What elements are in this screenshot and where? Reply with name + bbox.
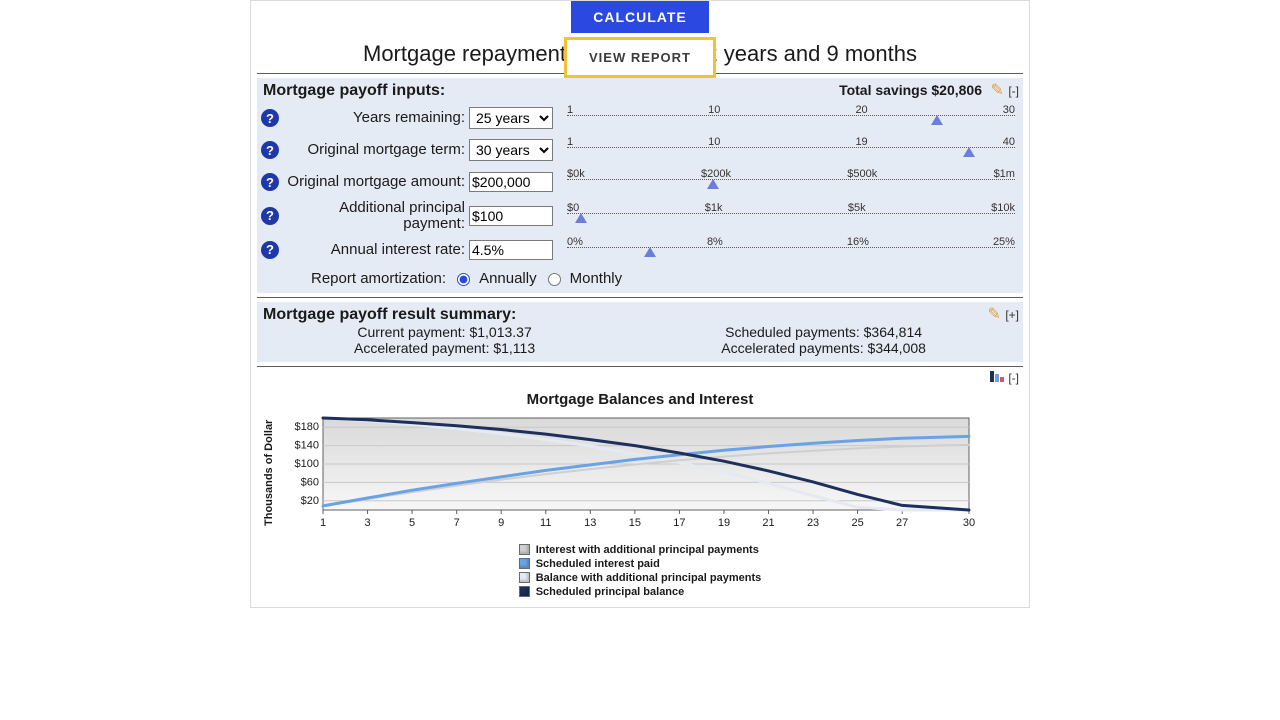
accel-payment: Accelerated payment: $1,113 — [354, 340, 535, 356]
slider-thumb[interactable] — [707, 179, 719, 189]
input-label: Years remaining: — [287, 110, 465, 126]
additional-slider[interactable]: $0$1k$5k$10k — [563, 202, 1019, 230]
inputs-panel: Mortgage payoff inputs: Total savings $2… — [257, 78, 1023, 293]
scheduled-payments: Scheduled payments: $364,814 — [721, 324, 926, 340]
accelerated-payments: Accelerated payments: $344,008 — [721, 340, 926, 356]
additional-input[interactable] — [469, 206, 553, 226]
help-icon[interactable]: ? — [261, 173, 279, 191]
rate-slider[interactable]: 0%8%16%25% — [563, 236, 1019, 264]
edit-icon[interactable]: ✎ — [990, 82, 1003, 99]
legend-item: Scheduled principal balance — [519, 586, 685, 598]
current-payment: Current payment: $1,013.37 — [354, 324, 535, 340]
chart-mini-legend-icon[interactable] — [990, 371, 1004, 385]
svg-text:27: 27 — [896, 517, 908, 529]
svg-text:3: 3 — [364, 517, 370, 529]
input-label: Annual interest rate: — [287, 242, 465, 258]
rate-input[interactable] — [469, 240, 553, 260]
help-icon[interactable]: ? — [261, 207, 279, 225]
chart-ylabel: Thousands of Dollar — [261, 410, 277, 535]
svg-text:30: 30 — [963, 517, 975, 529]
chart-title: Mortgage Balances and Interest — [251, 391, 1029, 408]
help-icon[interactable]: ? — [261, 241, 279, 259]
svg-text:9: 9 — [498, 517, 504, 529]
expand-toggle[interactable]: [+] — [1005, 308, 1019, 322]
original_amount-slider[interactable]: $0k$200k$500k$1m — [563, 168, 1019, 196]
help-icon[interactable]: ? — [261, 141, 279, 159]
slider-thumb[interactable] — [963, 147, 975, 157]
years_remaining-select[interactable]: 25 years — [469, 107, 553, 129]
view-report-button[interactable]: VIEW REPORT — [564, 37, 716, 78]
slider-thumb[interactable] — [644, 247, 656, 257]
svg-text:$20: $20 — [301, 494, 319, 506]
svg-text:17: 17 — [673, 517, 685, 529]
summary-panel: Mortgage payoff result summary: ✎ [+] Cu… — [257, 302, 1023, 362]
legend-item: Scheduled interest paid — [519, 558, 660, 570]
svg-text:19: 19 — [718, 517, 730, 529]
divider — [257, 297, 1023, 298]
collapse-toggle[interactable]: [-] — [1008, 84, 1019, 98]
svg-text:21: 21 — [762, 517, 774, 529]
legend-item: Balance with additional principal paymen… — [519, 572, 762, 584]
input-label: Additional principal payment: — [287, 200, 465, 232]
edit-icon[interactable]: ✎ — [987, 306, 1000, 323]
svg-text:15: 15 — [629, 517, 641, 529]
total-savings: Total savings $20,806 — [839, 82, 982, 98]
inputs-heading: Mortgage payoff inputs: — [261, 80, 445, 100]
amort-annually-radio[interactable] — [457, 273, 470, 286]
legend-item: Interest with additional principal payme… — [519, 544, 759, 556]
original_amount-input[interactable] — [469, 172, 553, 192]
calculate-button[interactable]: CALCULATE — [571, 1, 709, 33]
svg-text:25: 25 — [851, 517, 863, 529]
svg-text:11: 11 — [540, 517, 551, 529]
chart-legend: Interest with additional principal payme… — [519, 543, 762, 599]
collapse-toggle[interactable]: [-] — [1008, 371, 1019, 385]
input-label: Original mortgage term: — [287, 142, 465, 158]
amort-monthly-label: Monthly — [570, 270, 623, 287]
years_remaining-slider[interactable]: 1102030 — [563, 104, 1019, 132]
help-icon[interactable]: ? — [261, 109, 279, 127]
svg-text:7: 7 — [454, 517, 460, 529]
svg-text:$100: $100 — [295, 458, 319, 470]
divider — [257, 366, 1023, 367]
svg-text:1: 1 — [320, 517, 326, 529]
slider-thumb[interactable] — [931, 115, 943, 125]
original_term-select[interactable]: 30 years — [469, 139, 553, 161]
slider-thumb[interactable] — [575, 213, 587, 223]
amort-monthly-radio[interactable] — [548, 273, 561, 286]
svg-text:$180: $180 — [295, 421, 319, 433]
amort-label: Report amortization: — [311, 270, 446, 287]
calculator-card: CALCULATE VIEW REPORT Mortgage repayment… — [250, 0, 1030, 608]
svg-text:$140: $140 — [295, 439, 319, 451]
svg-text:23: 23 — [807, 517, 819, 529]
svg-text:5: 5 — [409, 517, 415, 529]
summary-heading: Mortgage payoff result summary: — [261, 304, 516, 324]
svg-text:13: 13 — [584, 517, 596, 529]
balances-chart: $180$140$100$60$201357911131517192123252… — [277, 410, 977, 535]
svg-text:$60: $60 — [301, 476, 319, 488]
input-label: Original mortgage amount: — [287, 174, 465, 190]
original_term-slider[interactable]: 1101940 — [563, 136, 1019, 164]
amort-annually-label: Annually — [479, 270, 537, 287]
